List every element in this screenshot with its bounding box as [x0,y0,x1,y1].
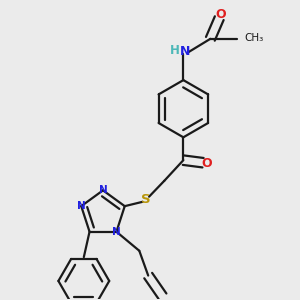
Text: N: N [99,185,107,195]
Text: H: H [169,44,179,57]
Text: N: N [180,45,190,58]
Text: CH₃: CH₃ [245,33,264,43]
Text: N: N [112,227,121,237]
Text: S: S [141,194,151,206]
Text: O: O [216,8,226,22]
Text: O: O [201,157,211,170]
Text: N: N [77,201,85,211]
